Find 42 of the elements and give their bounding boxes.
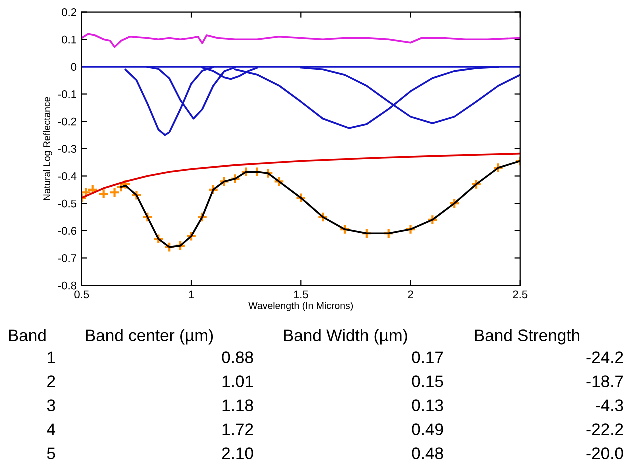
x-axis-title: Wavelength (In Microns) (248, 302, 354, 312)
text: Band Strength (475, 329, 580, 345)
x-tick-label: 0.5 (74, 290, 90, 299)
y-axis-title: Natural Log Reflectance (43, 97, 52, 200)
text: 0.13 (412, 400, 444, 412)
y-tick-label: 0.2 (62, 8, 76, 16)
y-tick-label: -0.4 (58, 172, 77, 180)
text: 0.88 (222, 352, 254, 364)
x-tick-label: 2.5 (513, 290, 528, 299)
x-tick-label: 2 (408, 290, 414, 298)
text: 1 (48, 352, 56, 364)
y-tick-label: -0.8 (58, 282, 77, 290)
text: 2 (48, 376, 56, 388)
y-tick-label: 0.1 (62, 36, 76, 44)
text: 1.72 (222, 424, 254, 436)
text: 4 (47, 424, 56, 436)
x-tick-label: 1 (189, 290, 194, 298)
y-tick-label: -0.6 (58, 227, 77, 236)
text: -4.3 (596, 400, 624, 412)
text: -20.0 (586, 448, 624, 460)
text: 0.48 (412, 448, 444, 460)
y-tick-label: -0.2 (58, 118, 76, 126)
text: Band center (µm) (86, 329, 214, 345)
x-tick-label: 1.5 (294, 290, 308, 299)
text: 2.10 (222, 448, 254, 460)
text: -18.7 (586, 376, 624, 388)
text: Band Width (µm) (284, 329, 408, 345)
y-tick-label: -0.5 (58, 200, 77, 208)
text: -22.2 (586, 424, 624, 436)
text: 0.17 (412, 352, 444, 364)
text: Band (9, 329, 46, 342)
text: -24.2 (586, 352, 624, 364)
y-tick-label: -0.7 (58, 254, 76, 262)
text: 0.49 (412, 424, 444, 436)
y-tick-label: -0.1 (58, 90, 76, 98)
text: 5 (47, 448, 56, 460)
text: 1.18 (222, 400, 254, 412)
text: 1.01 (222, 376, 254, 388)
y-tick-label: -0.3 (58, 145, 77, 154)
text: 0.15 (412, 376, 444, 388)
text: 3 (47, 400, 56, 412)
y-tick-label: 0 (71, 63, 77, 72)
